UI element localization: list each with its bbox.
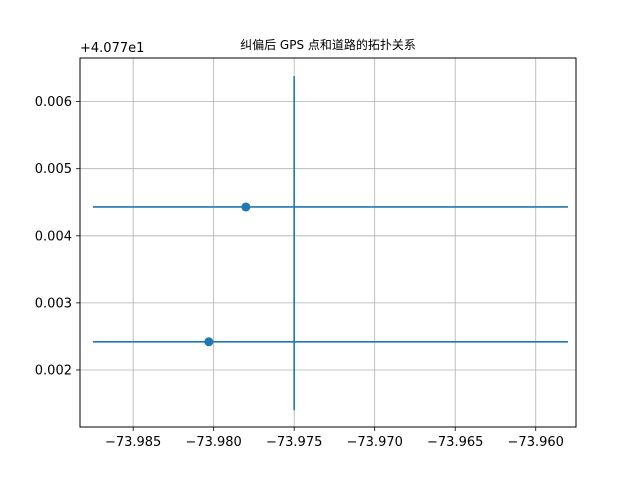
grid [80, 58, 576, 427]
x-tick-label: −73.985 [105, 435, 161, 450]
x-tick-label: −73.960 [508, 435, 564, 450]
y-tick-label: 0.006 [35, 95, 72, 110]
gps-point [241, 202, 251, 212]
y-offset-label: +4.077e1 [80, 41, 144, 56]
x-tick-label: −73.975 [266, 435, 322, 450]
y-tick-label: 0.005 [35, 162, 72, 177]
x-tick-label: −73.980 [185, 435, 241, 450]
x-tick-label: −73.965 [427, 435, 483, 450]
y-tick-label: 0.004 [35, 229, 72, 244]
gps-points [204, 202, 251, 347]
x-tick-label: −73.970 [347, 435, 403, 450]
road-lines [92, 76, 568, 411]
y-axis-ticks: 0.002 0.003 0.004 0.005 0.006 [35, 95, 80, 378]
y-tick-label: 0.002 [35, 363, 72, 378]
y-tick-label: 0.003 [35, 296, 72, 311]
plot-frame [79, 57, 577, 428]
x-axis-ticks: −73.985 −73.980 −73.975 −73.970 −73.965 −73.9… [105, 427, 564, 450]
chart-title: 纠偏后 GPS 点和道路的拓扑关系 [240, 37, 416, 52]
gps-point [204, 337, 214, 347]
